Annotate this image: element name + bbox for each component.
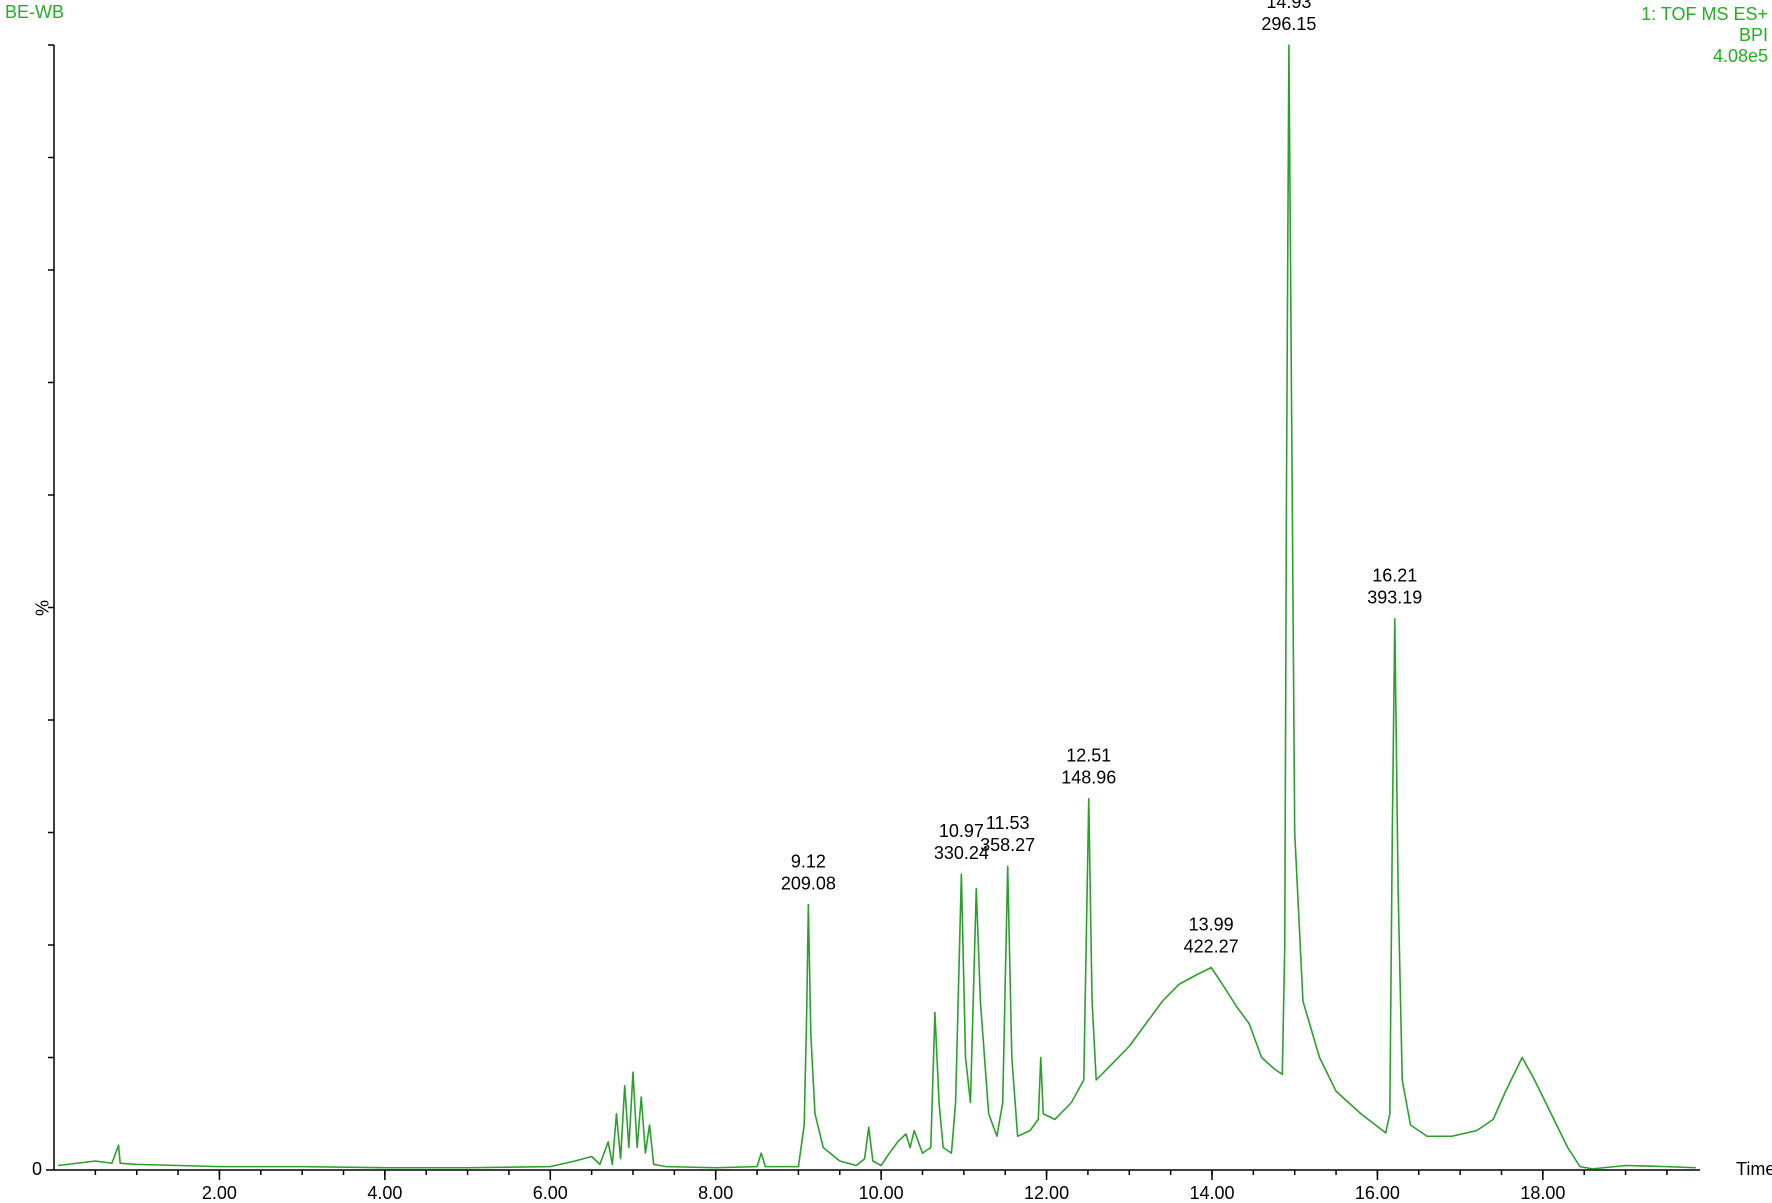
x-tick-label: 10.00 (859, 1183, 904, 1203)
x-axis-label: Time (1736, 1159, 1772, 1179)
peak-time-label: 9.12 (791, 851, 826, 871)
peak-time-label: 10.97 (939, 821, 984, 841)
peak-time-label: 13.99 (1189, 914, 1234, 934)
header-line: 4.08e5 (1713, 46, 1768, 66)
x-tick-label: 4.00 (367, 1183, 402, 1203)
y-tick-label: 0 (32, 1159, 42, 1179)
x-tick-label: 16.00 (1355, 1183, 1400, 1203)
header-line: BPI (1739, 25, 1768, 45)
peak-mz-label: 209.08 (781, 873, 836, 893)
line-series (58, 44, 1696, 1170)
peak-time-label: 16.21 (1372, 566, 1417, 586)
peak-mz-label: 330.24 (934, 843, 989, 863)
peak-mz-label: 422.27 (1184, 936, 1239, 956)
peak-time-label: 12.51 (1066, 746, 1111, 766)
x-tick-label: 12.00 (1024, 1183, 1069, 1203)
peak-mz-label: 148.96 (1061, 768, 1116, 788)
peak-mz-label: 358.27 (980, 835, 1035, 855)
peak-time-label: 14.93 (1266, 0, 1311, 12)
x-tick-label: 8.00 (698, 1183, 733, 1203)
y-axis-label: % (31, 600, 51, 616)
peak-mz-label: 393.19 (1367, 588, 1422, 608)
chart-title: BE-WB (5, 2, 64, 22)
x-tick-label: 14.00 (1189, 1183, 1234, 1203)
peak-mz-label: 296.15 (1261, 14, 1316, 34)
x-tick-label: 6.00 (533, 1183, 568, 1203)
x-tick-label: 18.00 (1520, 1183, 1565, 1203)
x-tick-label: 2.00 (202, 1183, 237, 1203)
header-line: 1: TOF MS ES+ (1641, 4, 1768, 24)
peak-time-label: 11.53 (986, 813, 1030, 833)
